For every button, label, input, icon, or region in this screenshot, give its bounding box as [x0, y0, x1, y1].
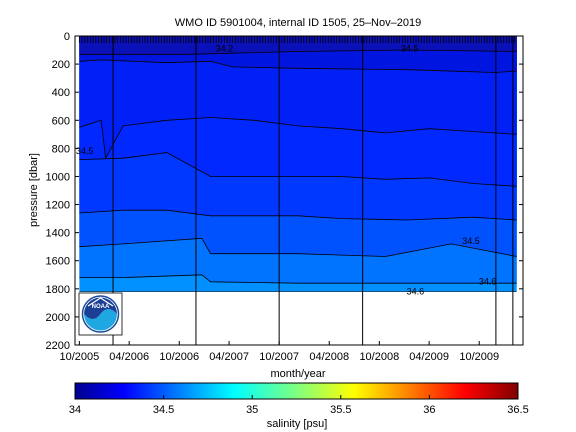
y-tick-label-11: 2000: [46, 312, 70, 324]
x-tick-label-9: 10/2009: [459, 351, 499, 363]
y-tick-label-1: 0: [64, 31, 70, 43]
colorbar-tick-label-1: 34: [69, 404, 81, 416]
y-tick-label-2: 200: [52, 59, 70, 71]
contour-line-4: [79, 152, 517, 187]
y-axis-title: pressure [dbar]: [28, 153, 40, 227]
x-tick-label-7: 10/2008: [359, 351, 399, 363]
contour-label-2: 34.2: [216, 43, 234, 53]
colorbar-tick-label-4: 35.5: [330, 404, 351, 416]
contour-label-5: 34.6: [479, 277, 497, 287]
contour-line-5: [79, 209, 517, 221]
y-axis-ticks: 0 200 400 600 800 1000 1200 1400 1600 1800 2000 220…: [46, 31, 523, 352]
y-tick-label-4: 600: [52, 115, 70, 127]
x-tick-label-5: 10/2007: [259, 351, 299, 363]
contour-label-3: 34.5: [401, 43, 419, 53]
y-tick-label-12: 2200: [46, 340, 70, 352]
plot-area: [79, 36, 517, 292]
colorbar-tick-label-2: 34.5: [153, 404, 174, 416]
colorbar-ticks: 34 34.5 35 35.5 36 36.5: [69, 395, 529, 416]
colorbar: [74, 382, 519, 400]
y-tick-label-10: 1800: [46, 284, 70, 296]
contour-label-4: 34.6: [407, 286, 425, 296]
colorbar-tick-label-3: 35: [246, 404, 258, 416]
colorbar-tick-label-6: 36.5: [507, 404, 528, 416]
y-tick-label-6: 1000: [46, 171, 70, 183]
x-tick-label-3: 10/2006: [159, 351, 199, 363]
y-tick-label-5: 800: [52, 143, 70, 155]
noaa-logo-text: NOAA: [92, 304, 110, 310]
y-tick-label-9: 1600: [46, 256, 70, 268]
contour-line-1: [79, 49, 517, 55]
y-tick-label-7: 1200: [46, 200, 70, 212]
colorbar-tick-label-5: 36: [423, 404, 435, 416]
contour-line-2: [79, 59, 517, 73]
x-axis-title: month/year: [270, 368, 325, 380]
contour-line-7: [79, 274, 517, 284]
x-tick-label-6: 04/2008: [309, 351, 349, 363]
colorbar-title: salinity [psu]: [267, 418, 328, 430]
x-tick-label-8: 04/2009: [409, 351, 449, 363]
contour-label-6: 34.5: [462, 236, 480, 246]
y-tick-label-8: 1400: [46, 228, 70, 240]
x-tick-label-2: 04/2006: [109, 351, 149, 363]
contour-line-3: [79, 117, 517, 160]
chart-title: WMO ID 5901004, internal ID 1505, 25–Nov…: [175, 17, 421, 29]
x-tick-label-4: 04/2007: [209, 351, 249, 363]
x-tick-label-1: 10/2005: [59, 351, 99, 363]
y-tick-label-3: 400: [52, 87, 70, 99]
profile-markers: [78, 36, 515, 345]
contour-line-6: [79, 237, 517, 257]
contour-label-1: 34.5: [76, 146, 94, 156]
x-axis-ticks: 10/2005 04/2006 10/2006 04/2007 10/2007 04/20…: [59, 341, 499, 363]
contour-labels: 34.5 34.2 34.5 34.6 34.6 34.5: [76, 43, 497, 296]
noaa-logo-icon: NOAA: [78, 292, 123, 336]
plot-frame: [74, 35, 524, 346]
